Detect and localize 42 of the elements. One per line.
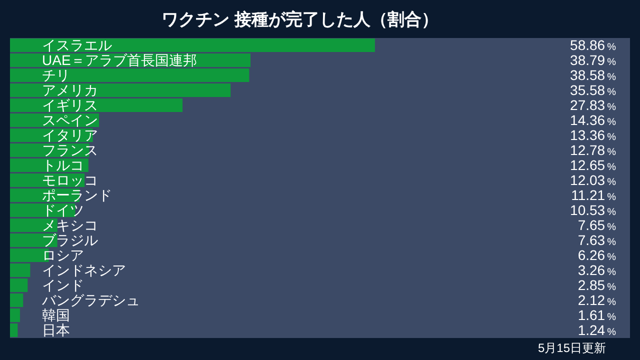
y-tick-label: ポーランド [42,187,112,203]
data-label: 58.86% [570,37,616,53]
y-tick-label: フランス [42,142,98,158]
y-tick-label: スペイン [42,112,98,128]
y-tick-label: UAE＝アラブ首長国連邦 [42,52,197,68]
y-tick-label: アメリカ [42,82,98,98]
y-tick-label: チリ [42,67,70,83]
data-label: 7.63% [578,232,616,248]
y-tick-label: ロシア [42,247,84,263]
y-tick-label: イギリス [42,97,98,113]
y-tick-label: トルコ [42,157,84,173]
y-tick-label: 韓国 [42,307,70,323]
data-label: 12.03% [570,172,616,188]
data-label: 27.83% [570,97,616,113]
data-label: 13.36% [570,127,616,143]
data-label: 1.61% [578,307,616,323]
y-tick-label: バングラデシュ [41,292,140,308]
data-label: 1.24% [578,322,616,338]
data-label: 38.58% [570,67,616,83]
data-label: 12.78% [570,142,616,158]
text: 5月15日更新 [538,341,606,355]
y-tick-label: インド [42,277,84,293]
data-label: 35.58% [570,82,616,98]
data-label: 38.79% [570,52,616,68]
data-label: 2.85% [578,277,616,293]
data-label: 2.12% [578,292,616,308]
data-label: 10.53% [570,202,616,218]
y-tick-label: モロッコ [42,172,98,188]
y-tick-label: イタリア [42,127,98,143]
y-tick-label: 日本 [42,322,70,338]
y-tick-label: ブラジル [42,232,98,248]
data-label: 14.36% [570,112,616,128]
data-label: 6.26% [578,247,616,263]
data-label: 12.65% [570,157,616,173]
data-label: 7.65% [578,217,616,233]
data-label: 3.26% [578,262,616,278]
chart-title: ワクチン 接種が完了した人（割合） [162,10,438,29]
data-label: 11.21% [571,187,616,203]
y-tick-label: ドイツ [42,202,84,218]
y-tick-label: メキシコ [42,217,98,233]
y-tick-label: イスラエル [42,37,112,53]
y-tick-label: インドネシア [42,262,126,278]
